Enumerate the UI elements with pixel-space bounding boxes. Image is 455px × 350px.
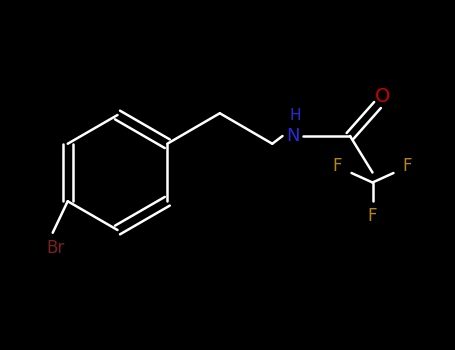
Text: N: N (286, 127, 299, 145)
Text: Br: Br (46, 239, 64, 257)
Text: F: F (368, 207, 377, 225)
Text: F: F (403, 157, 412, 175)
Text: H: H (289, 107, 301, 122)
Text: F: F (333, 157, 342, 175)
Text: O: O (375, 86, 390, 105)
